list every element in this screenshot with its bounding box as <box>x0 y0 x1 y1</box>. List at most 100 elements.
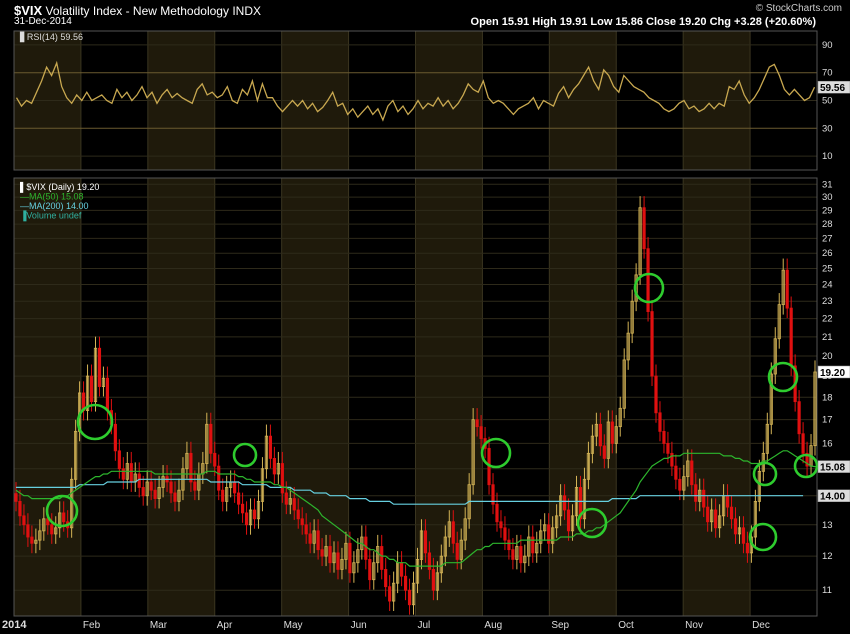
candle-body <box>332 552 336 564</box>
candle-body <box>324 546 328 557</box>
candle-body <box>710 509 714 523</box>
candle-body <box>145 481 149 497</box>
price-y-tick-label: 12 <box>822 551 833 562</box>
price-legend-item: —MA(50) 15.08 <box>20 192 84 202</box>
candle-body <box>801 433 805 454</box>
candle-body <box>781 269 785 306</box>
candle-body <box>702 489 706 508</box>
price-y-tick-label: 31 <box>822 179 833 190</box>
candle-body <box>34 539 38 544</box>
candle-body <box>805 452 809 467</box>
candle-body <box>602 445 606 459</box>
highlight-circle <box>45 494 79 528</box>
candle-body <box>598 423 602 447</box>
highlight-circle <box>76 403 114 441</box>
candle-body <box>455 542 459 560</box>
price-y-tick-label: 22 <box>822 314 833 325</box>
candle-body <box>97 347 102 387</box>
candle-body <box>737 527 742 535</box>
price-legend-item: —MA(200) 14.00 <box>20 201 89 211</box>
price-y-tick-label: 17 <box>822 415 833 426</box>
candle-body <box>475 419 479 428</box>
candle-body <box>58 512 62 529</box>
price-legend-item: ▐Volume undef <box>20 210 82 222</box>
candle-body <box>209 423 213 454</box>
candle-body <box>443 536 447 557</box>
x-tick-label: May <box>284 620 303 631</box>
symbol: $VIX <box>14 3 43 18</box>
candle-body <box>42 518 46 532</box>
candle-body <box>531 536 535 554</box>
ma50-line <box>15 450 819 567</box>
candle-body <box>392 582 396 602</box>
candle-body <box>666 443 670 454</box>
x-tick-label: Aug <box>484 620 502 631</box>
candle-body <box>610 421 614 444</box>
ma200-price-tag-box <box>817 489 850 502</box>
candle-body <box>714 509 718 529</box>
x-tick-label: Apr <box>217 620 233 631</box>
candle-body <box>252 509 257 520</box>
rsi-panel <box>15 60 816 122</box>
candle-body <box>753 500 757 538</box>
rsi-y-tick-label: 10 <box>822 151 833 162</box>
candle-body <box>566 509 571 532</box>
candle-body <box>308 533 312 544</box>
chart-header: $VIX Volatility Index - New Methodology … <box>0 0 850 28</box>
close-price-tag-box <box>817 365 850 379</box>
candle-body <box>618 407 622 428</box>
candle-body <box>447 521 451 538</box>
candle-body <box>153 489 157 499</box>
highlight-circle <box>767 361 799 393</box>
price-legend-item: ▌$VIX (Daily) 19.20 <box>20 181 99 193</box>
candle-body <box>638 207 642 276</box>
candle-body <box>539 530 543 544</box>
candle-body <box>372 562 376 581</box>
candle-body <box>463 518 467 541</box>
candle-body <box>590 435 594 454</box>
candle-body <box>479 426 483 439</box>
candle-body <box>149 481 153 491</box>
candle-body <box>555 515 559 529</box>
candle-body <box>296 509 300 520</box>
candle-body <box>205 423 209 464</box>
candle-body <box>320 549 324 557</box>
highlight-circle <box>633 272 665 304</box>
candle-body <box>678 478 682 491</box>
candle-body <box>316 530 320 551</box>
candle-body <box>193 481 197 491</box>
candle-body <box>435 572 439 591</box>
candle-body <box>300 518 304 526</box>
candle-body <box>328 546 332 564</box>
highlight-circle <box>793 453 819 479</box>
candle-body <box>93 347 98 403</box>
candle-body <box>503 527 507 541</box>
candle-body <box>213 452 217 467</box>
candle-body <box>813 371 817 447</box>
highlight-circles <box>45 272 819 552</box>
candle-body <box>495 503 499 523</box>
candle-body <box>662 430 666 444</box>
candle-body <box>356 549 360 564</box>
candle-body <box>185 452 189 470</box>
candle-body <box>646 248 650 312</box>
candle-body <box>686 460 690 478</box>
candle-body <box>559 495 563 517</box>
candle-body <box>384 569 388 588</box>
candle-body <box>173 492 177 502</box>
candle-body <box>340 559 344 570</box>
candle-body <box>388 586 392 602</box>
candle-body <box>606 421 610 459</box>
candle-body <box>682 476 686 491</box>
candle-body <box>217 465 221 491</box>
candle-body <box>22 515 26 526</box>
candle-body <box>570 515 575 532</box>
price-y-tick-label: 11 <box>822 585 832 596</box>
candle-body <box>129 463 133 483</box>
candle-body <box>407 589 412 606</box>
candle-body <box>769 373 773 425</box>
candle-body <box>177 489 181 502</box>
price-y-tick-label: 24 <box>822 280 833 291</box>
x-tick-label: Sep <box>551 620 569 631</box>
candle-body <box>622 359 626 409</box>
